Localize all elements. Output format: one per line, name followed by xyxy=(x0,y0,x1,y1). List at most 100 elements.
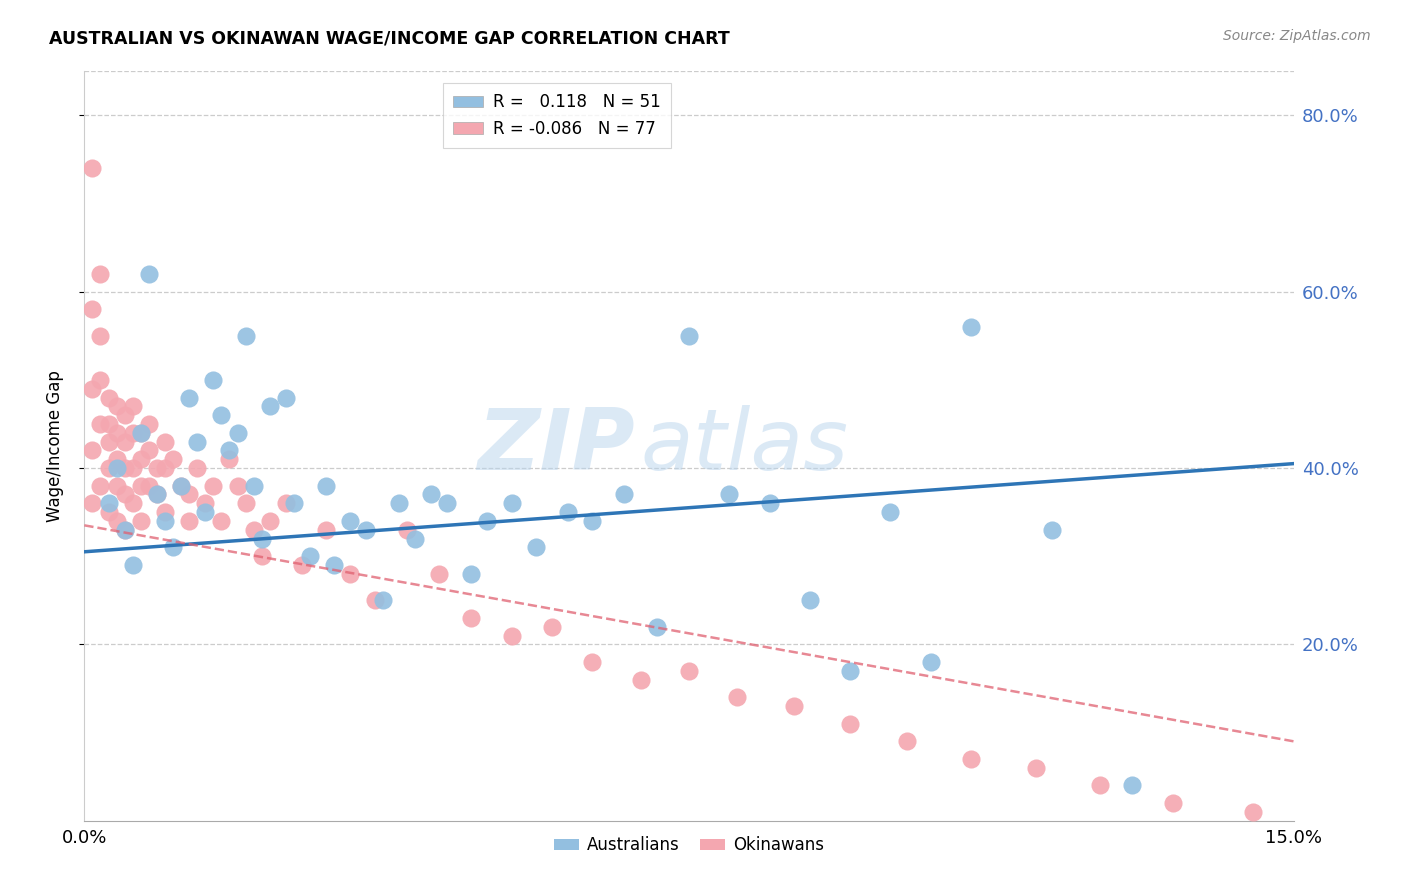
Point xyxy=(194,505,217,519)
Point xyxy=(960,752,983,766)
Point xyxy=(395,523,418,537)
Point xyxy=(121,496,143,510)
Point xyxy=(1161,796,1184,810)
Point xyxy=(105,425,128,440)
Point xyxy=(105,461,128,475)
Point xyxy=(105,478,128,492)
Point xyxy=(179,514,201,528)
Point xyxy=(138,267,160,281)
Point xyxy=(194,496,217,510)
Point xyxy=(1241,805,1264,819)
Point xyxy=(460,566,482,581)
Point xyxy=(283,496,305,510)
Point xyxy=(202,373,225,387)
Point xyxy=(89,267,111,281)
Point xyxy=(114,461,136,475)
Point xyxy=(718,487,741,501)
Point xyxy=(89,417,111,431)
Point xyxy=(138,417,160,431)
Point xyxy=(235,496,257,510)
Point xyxy=(89,373,111,387)
Point xyxy=(404,532,426,546)
Point xyxy=(259,514,281,528)
Text: ZIP: ZIP xyxy=(477,404,634,488)
Point xyxy=(186,434,208,449)
Point xyxy=(186,461,208,475)
Point xyxy=(114,408,136,422)
Point xyxy=(960,320,983,334)
Point xyxy=(179,391,201,405)
Point xyxy=(235,328,257,343)
Point xyxy=(153,505,176,519)
Point xyxy=(105,514,128,528)
Point xyxy=(363,593,385,607)
Point xyxy=(299,549,322,564)
Point xyxy=(524,541,547,555)
Point xyxy=(105,400,128,414)
Point xyxy=(1025,761,1047,775)
Text: Source: ZipAtlas.com: Source: ZipAtlas.com xyxy=(1223,29,1371,44)
Point xyxy=(250,549,273,564)
Point xyxy=(114,434,136,449)
Point xyxy=(678,328,700,343)
Point xyxy=(121,425,143,440)
Point xyxy=(1040,523,1063,537)
Point xyxy=(121,461,143,475)
Point xyxy=(557,505,579,519)
Point xyxy=(82,443,104,458)
Point xyxy=(371,593,394,607)
Point xyxy=(129,478,152,492)
Point xyxy=(97,461,120,475)
Point xyxy=(315,478,337,492)
Point xyxy=(179,487,201,501)
Point xyxy=(114,487,136,501)
Point xyxy=(501,496,523,510)
Point xyxy=(129,452,152,467)
Point xyxy=(82,161,104,176)
Point xyxy=(1088,778,1111,792)
Point xyxy=(129,514,152,528)
Point xyxy=(129,425,152,440)
Point xyxy=(121,400,143,414)
Point xyxy=(162,452,184,467)
Point xyxy=(114,523,136,537)
Point xyxy=(170,478,193,492)
Point xyxy=(436,496,458,510)
Point xyxy=(138,478,160,492)
Point xyxy=(291,558,314,572)
Point xyxy=(274,391,297,405)
Point xyxy=(259,400,281,414)
Point xyxy=(356,523,378,537)
Point xyxy=(477,514,499,528)
Point xyxy=(427,566,450,581)
Point xyxy=(146,487,169,501)
Point xyxy=(645,620,668,634)
Text: AUSTRALIAN VS OKINAWAN WAGE/INCOME GAP CORRELATION CHART: AUSTRALIAN VS OKINAWAN WAGE/INCOME GAP C… xyxy=(49,29,730,47)
Point xyxy=(82,496,104,510)
Point xyxy=(242,478,264,492)
Point xyxy=(388,496,411,510)
Point xyxy=(146,461,169,475)
Point xyxy=(105,452,128,467)
Point xyxy=(89,478,111,492)
Point xyxy=(879,505,901,519)
Point xyxy=(315,523,337,537)
Legend: Australians, Okinawans: Australians, Okinawans xyxy=(547,830,831,861)
Point xyxy=(202,478,225,492)
Point xyxy=(839,664,862,678)
Point xyxy=(420,487,443,501)
Point xyxy=(630,673,652,687)
Point xyxy=(274,496,297,510)
Point xyxy=(226,425,249,440)
Point xyxy=(97,434,120,449)
Point xyxy=(339,566,361,581)
Point xyxy=(153,514,176,528)
Point xyxy=(920,655,942,669)
Point xyxy=(460,611,482,625)
Point xyxy=(162,541,184,555)
Text: atlas: atlas xyxy=(641,404,849,488)
Point xyxy=(209,514,232,528)
Point xyxy=(170,478,193,492)
Point xyxy=(758,496,780,510)
Point xyxy=(242,523,264,537)
